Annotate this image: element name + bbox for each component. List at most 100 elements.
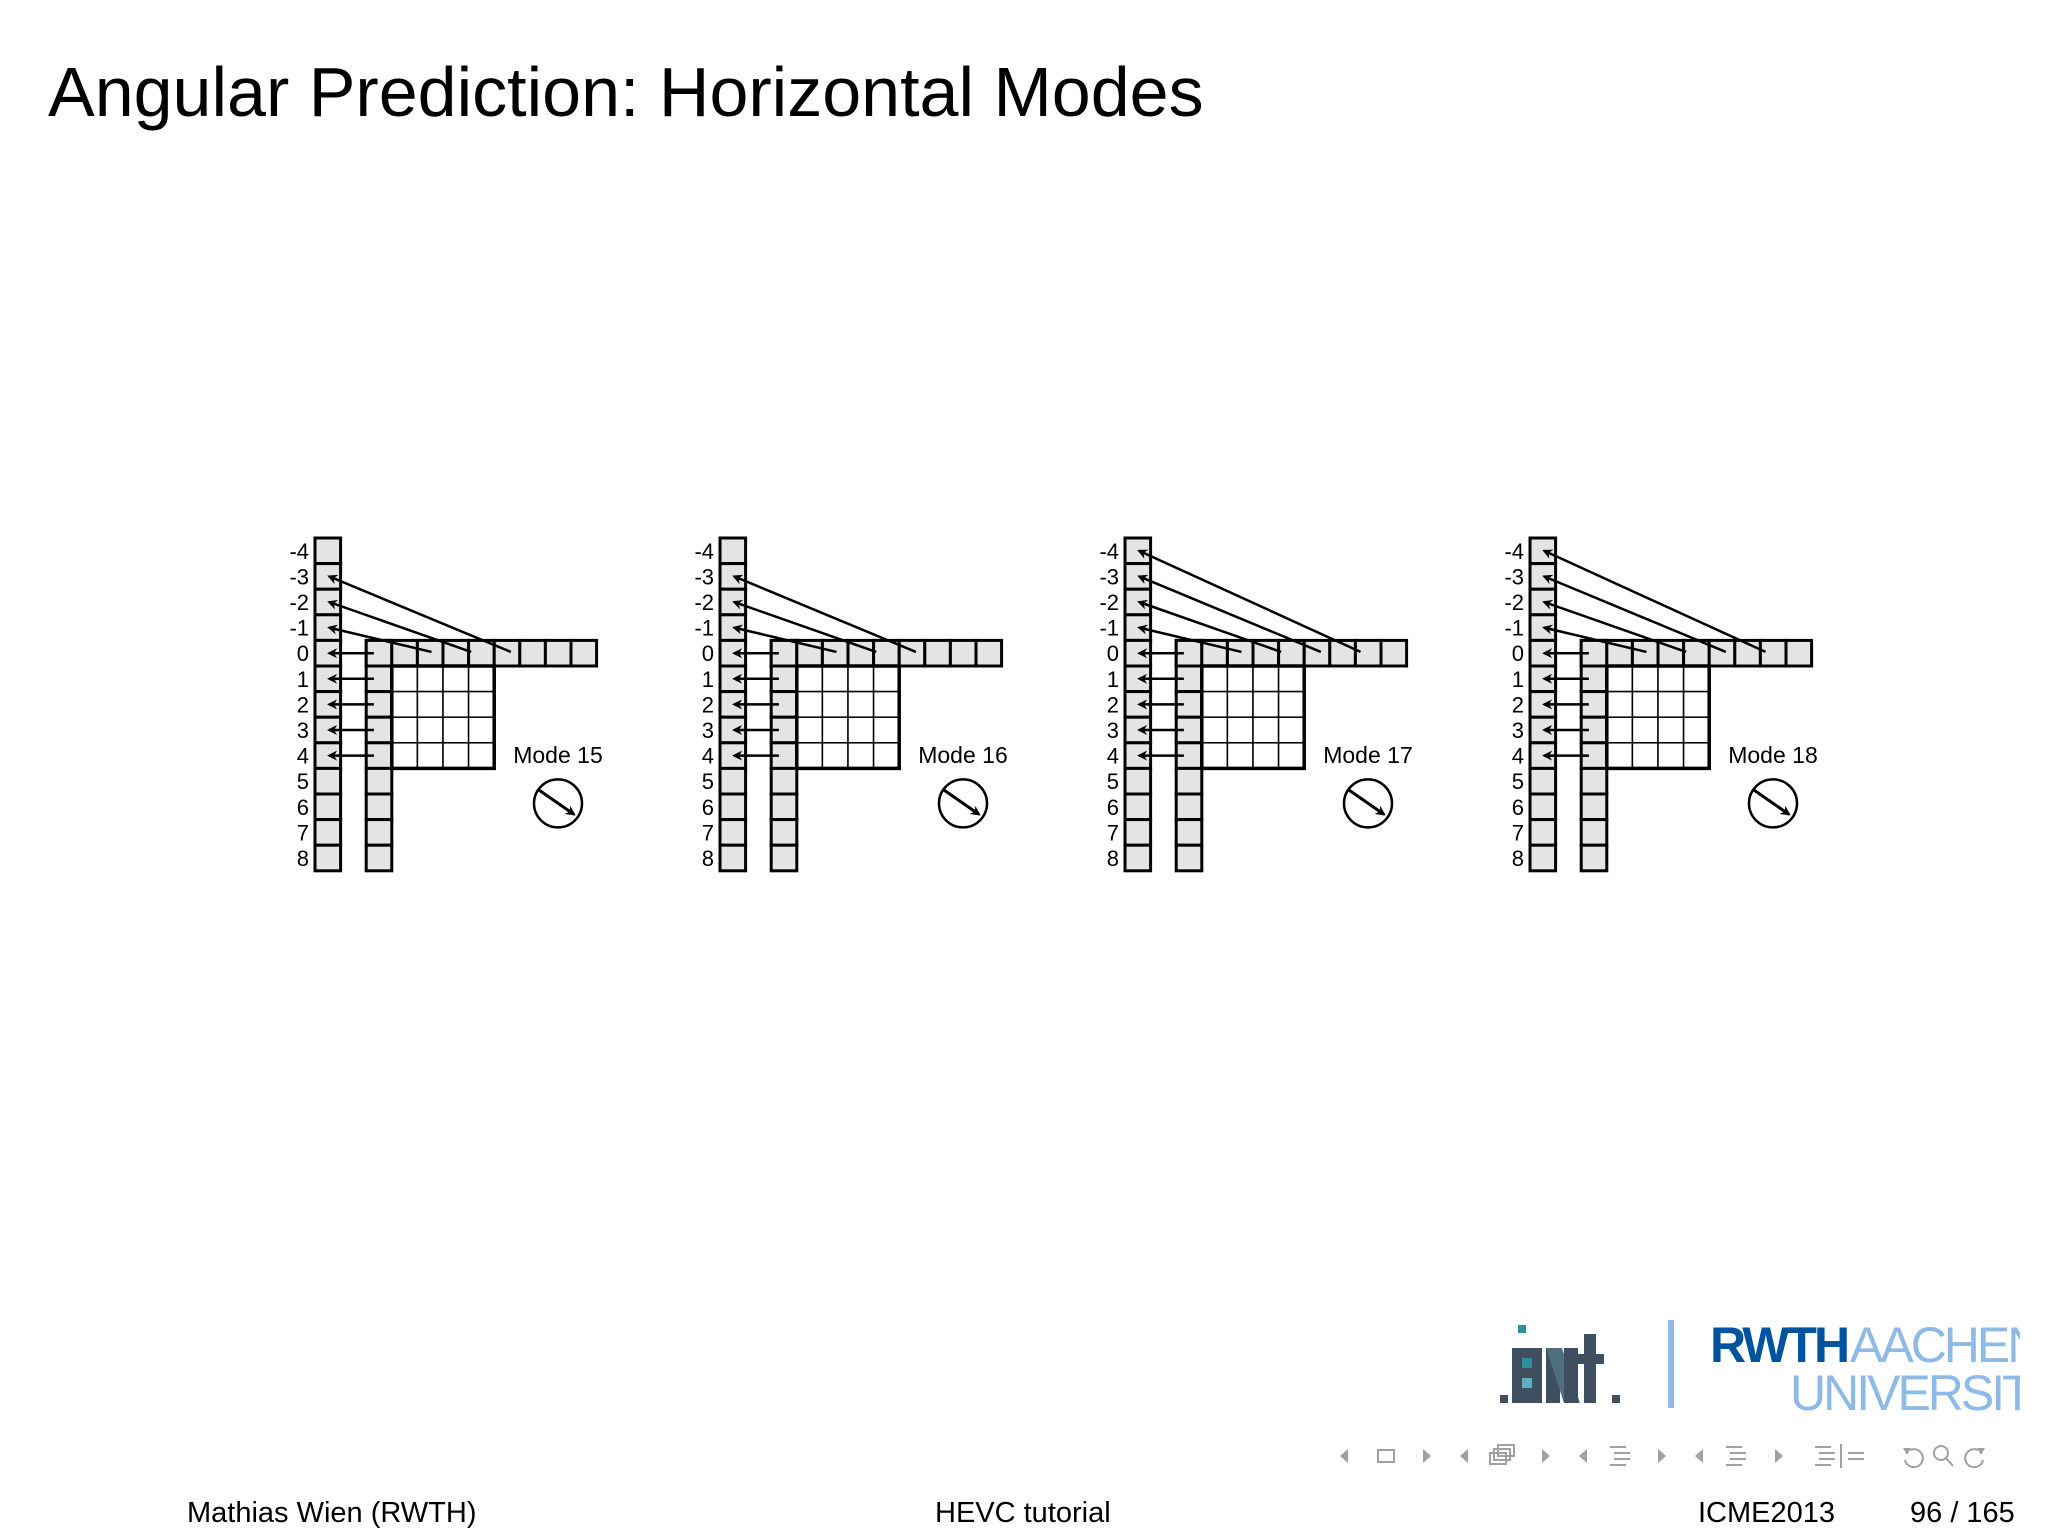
- reference-sample: [1174, 843, 1204, 873]
- row-label: 5: [1512, 769, 1524, 794]
- row-label: 6: [297, 795, 309, 820]
- block-sample: [416, 690, 444, 718]
- top-reference-sample: [1328, 638, 1357, 668]
- row-label: 4: [297, 744, 309, 769]
- block-sample: [1201, 690, 1229, 718]
- block-sample: [391, 690, 419, 718]
- search-icon[interactable]: [1933, 1445, 1954, 1467]
- block-sample: [467, 690, 495, 718]
- row-label: 6: [702, 795, 714, 820]
- reference-sample: [313, 766, 343, 796]
- block-sample: [872, 742, 900, 770]
- row-label: 1: [1107, 667, 1119, 692]
- reference-sample: [313, 536, 343, 566]
- direction-arrow-icon: [537, 788, 576, 816]
- row-label: -4: [1099, 539, 1119, 564]
- block-sample: [796, 716, 824, 744]
- block-sample: [1201, 742, 1229, 770]
- reference-sample: [1528, 587, 1558, 617]
- reference-sample: [769, 818, 799, 847]
- row-label: 4: [1107, 744, 1119, 769]
- block-sample: [1606, 665, 1634, 693]
- block-sample: [1606, 716, 1634, 744]
- row-label: 2: [1107, 692, 1119, 717]
- slide-icon[interactable]: [1377, 1449, 1395, 1463]
- row-label: 8: [1107, 846, 1119, 871]
- next-section-arrow-icon[interactable]: [1775, 1449, 1783, 1463]
- reference-sample: [1528, 613, 1558, 642]
- prev-frame-arrow-icon[interactable]: [1460, 1449, 1468, 1463]
- reference-sample: [1528, 536, 1558, 566]
- frame-icon[interactable]: [1489, 1444, 1515, 1465]
- block-sample: [467, 716, 495, 744]
- block-sample: [467, 665, 495, 693]
- prev-slide-arrow-icon[interactable]: [1340, 1449, 1348, 1463]
- row-label: -4: [1504, 539, 1524, 564]
- block-sample: [442, 665, 470, 693]
- back-icon[interactable]: [1903, 1448, 1924, 1469]
- block-sample: [1657, 742, 1685, 770]
- direction-circle-icon: [1747, 778, 1799, 829]
- prev-subsection-arrow-icon[interactable]: [1579, 1449, 1587, 1463]
- outline-icon[interactable]: [1815, 1444, 1864, 1468]
- row-label: 0: [702, 641, 714, 666]
- top-reference-sample: [820, 638, 850, 668]
- reference-sample: [1123, 587, 1153, 617]
- block-sample: [416, 665, 444, 693]
- forward-icon[interactable]: [1964, 1448, 1985, 1469]
- row-label: 0: [1512, 641, 1524, 666]
- reference-sample: [1579, 792, 1609, 822]
- row-label: 2: [297, 692, 309, 717]
- mode-label: Mode 15: [513, 742, 603, 768]
- block-sample: [1631, 742, 1659, 770]
- block-sample: [1631, 690, 1659, 718]
- direction-circle-icon: [1342, 778, 1394, 829]
- reference-sample: [1579, 843, 1609, 873]
- top-reference-sample: [1379, 638, 1409, 668]
- ient-logo: [1500, 1325, 1620, 1403]
- row-label: 1: [1512, 667, 1524, 692]
- next-frame-arrow-icon[interactable]: [1542, 1449, 1550, 1463]
- row-label: -3: [1504, 564, 1524, 589]
- reference-sample: [1528, 562, 1558, 591]
- row-label: 4: [702, 744, 714, 769]
- prev-section-arrow-icon[interactable]: [1695, 1449, 1703, 1463]
- block-sample: [872, 716, 900, 744]
- block-sample: [391, 742, 419, 770]
- row-label: 2: [702, 692, 714, 717]
- row-label: 7: [1512, 820, 1524, 845]
- row-label: 5: [297, 769, 309, 794]
- block-sample: [821, 690, 849, 718]
- reference-sample: [1123, 766, 1153, 796]
- projection-arrow: [1137, 599, 1282, 654]
- top-reference-sample: [923, 638, 952, 668]
- subsection-icon[interactable]: [1610, 1446, 1630, 1466]
- rwth-logo-line1-bold: RWTH: [1710, 1317, 1847, 1373]
- top-reference-sample: [1758, 638, 1788, 668]
- block-sample: [1252, 690, 1280, 718]
- block-sample: [847, 665, 875, 693]
- section-icon[interactable]: [1726, 1446, 1746, 1466]
- reference-sample: [718, 818, 748, 847]
- top-reference-sample: [518, 638, 547, 668]
- row-label: 3: [1512, 718, 1524, 743]
- mode-label: Mode 18: [1728, 742, 1818, 768]
- block-sample: [872, 690, 900, 718]
- projection-arrow: [327, 624, 432, 654]
- row-label: 7: [702, 820, 714, 845]
- row-label: 0: [1107, 641, 1119, 666]
- reference-sample: [769, 843, 799, 873]
- next-subsection-arrow-icon[interactable]: [1658, 1449, 1666, 1463]
- row-label: -2: [1099, 590, 1119, 615]
- block-sample: [796, 742, 824, 770]
- top-reference-sample: [569, 638, 599, 668]
- top-reference-sample: [543, 638, 573, 668]
- row-label: 5: [702, 769, 714, 794]
- reference-sample: [718, 792, 748, 822]
- block-sample: [1657, 665, 1685, 693]
- reference-sample: [313, 818, 343, 847]
- block-sample: [416, 716, 444, 744]
- next-slide-arrow-icon[interactable]: [1423, 1449, 1431, 1463]
